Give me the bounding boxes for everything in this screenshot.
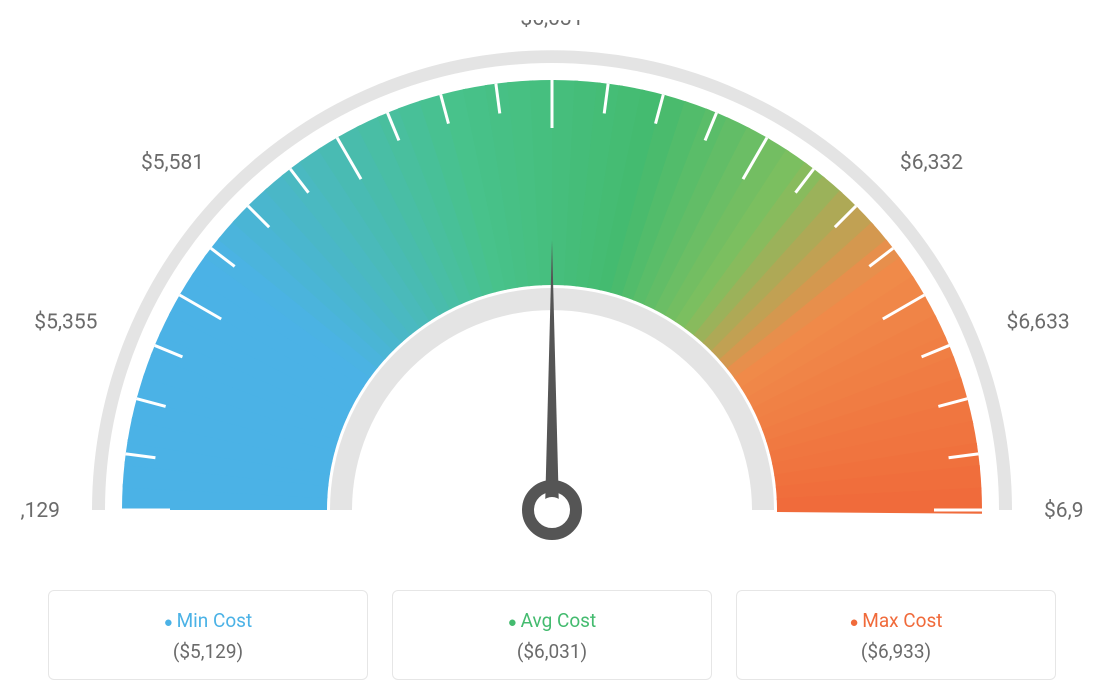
gauge-tick-label: $5,355 [34,311,97,335]
gauge-tick-label: $6,633 [1007,311,1070,335]
legend-avg-label: Avg Cost [403,609,701,632]
legend-max-value: ($6,933) [747,640,1045,663]
gauge-tick-label: $5,129 [20,499,60,523]
legend-avg-value: ($6,031) [403,640,701,663]
legend-row: Min Cost ($5,129) Avg Cost ($6,031) Max … [20,590,1084,680]
gauge-tick-label: $6,031 [520,20,583,31]
gauge-tick-label: $5,581 [141,151,204,175]
gauge-tick-label: $6,332 [900,151,963,175]
legend-card-min: Min Cost ($5,129) [48,590,368,680]
legend-min-value: ($5,129) [59,640,357,663]
legend-card-max: Max Cost ($6,933) [736,590,1056,680]
legend-max-label: Max Cost [747,609,1045,632]
legend-card-avg: Avg Cost ($6,031) [392,590,712,680]
gauge-svg: $5,129 $5,355 $5,581 $6,031 $6,332 $6,633 $6,9… [20,20,1084,560]
legend-min-label: Min Cost [59,609,357,632]
cost-gauge-chart: $5,129 $5,355 $5,581 $6,031 $6,332 $6,633 $6,9… [20,20,1084,680]
gauge-tick-label: $6,933 [1044,499,1084,523]
